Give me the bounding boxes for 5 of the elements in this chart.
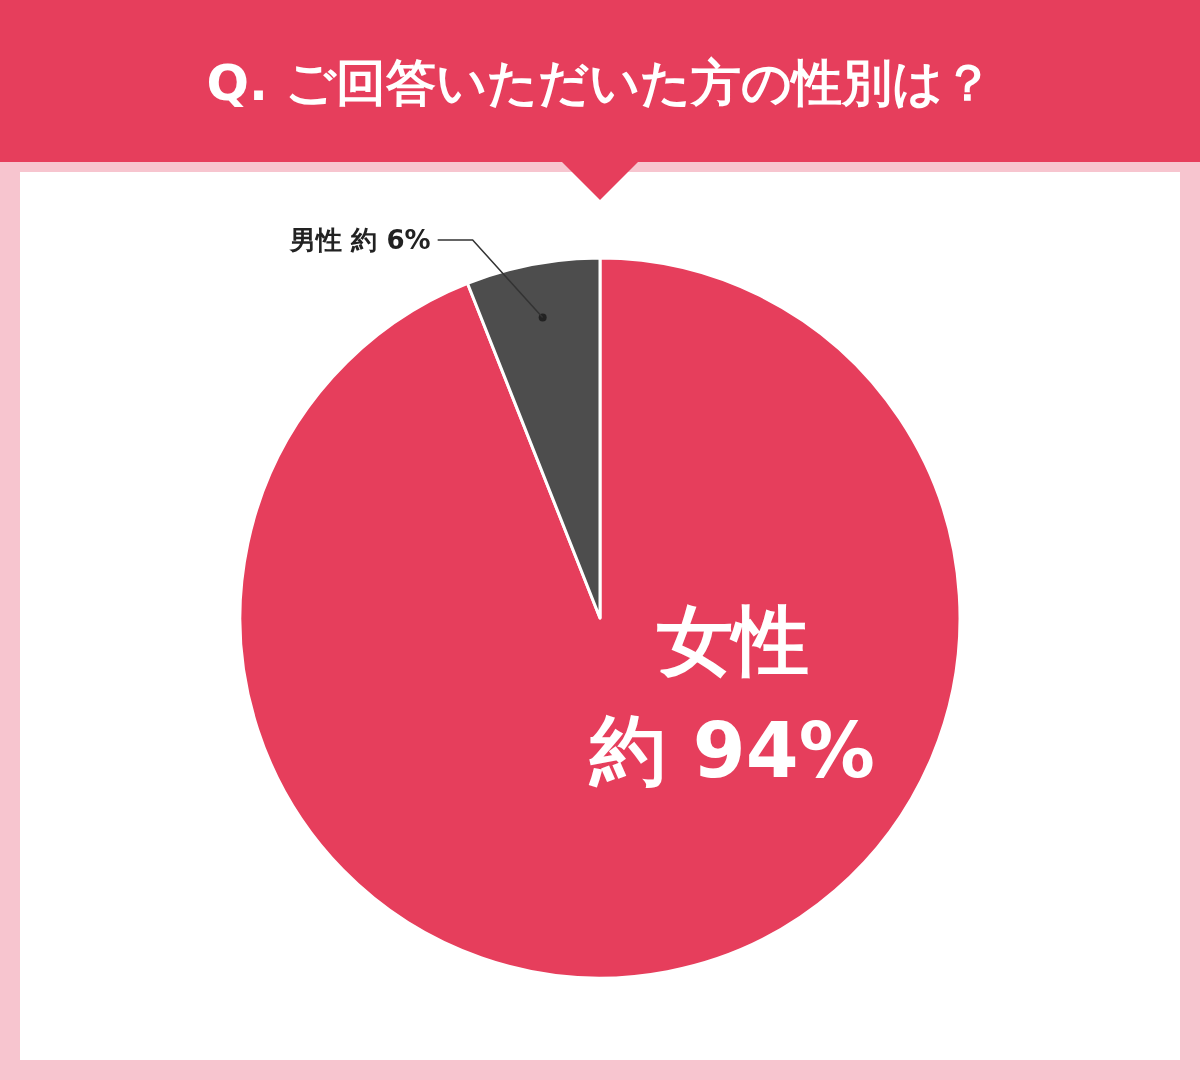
chart-title: Q. ご回答いただいた方の性別は？ — [206, 54, 994, 112]
pie-slice — [238, 256, 962, 979]
slice-label: 女性 — [656, 596, 809, 686]
slice-label: 男性 約 6% — [289, 225, 431, 255]
data-label: 約 94% — [588, 706, 875, 796]
